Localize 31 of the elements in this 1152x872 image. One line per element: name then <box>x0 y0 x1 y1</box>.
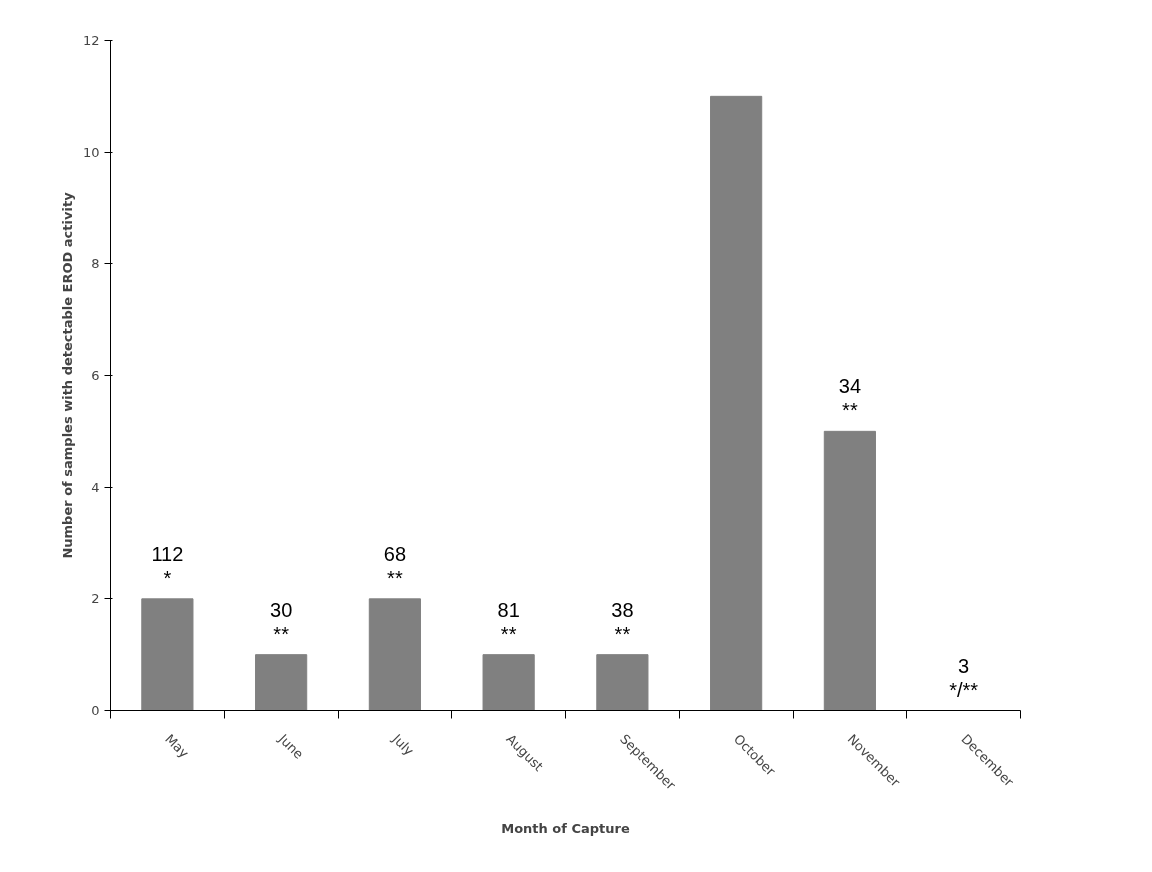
annotation: 38 <box>611 598 634 621</box>
y-tick-label: 0 <box>91 703 100 718</box>
annotation: ** <box>614 622 631 645</box>
bar <box>823 430 876 711</box>
y-tick-label: 6 <box>91 368 100 383</box>
annotation: * <box>163 566 172 589</box>
annotation: 3 <box>958 654 970 677</box>
x-axis-title: Month of Capture <box>501 820 630 836</box>
bar <box>596 654 649 711</box>
annotation: 81 <box>497 598 520 621</box>
annotation: 68 <box>383 542 406 565</box>
annotation: */** <box>949 678 979 701</box>
x-tick-label: July <box>388 730 417 759</box>
bar <box>255 654 308 711</box>
bar <box>368 598 421 711</box>
bar <box>141 598 194 711</box>
annotation: ** <box>387 566 403 589</box>
annotation: 112 <box>151 542 184 565</box>
bar <box>482 654 535 711</box>
y-tick-label: 10 <box>82 144 100 160</box>
annotation: ** <box>273 622 290 645</box>
y-tick-label: 12 <box>82 33 100 48</box>
annotation: 30 <box>270 598 293 621</box>
bar <box>710 95 763 711</box>
y-tick-label: 2 <box>91 591 100 607</box>
y-tick-label: 4 <box>91 479 100 495</box>
y-axis-title: Number of samples with detectable EROD activity <box>59 191 75 559</box>
annotation: 34 <box>838 375 861 398</box>
y-tick-label: 8 <box>91 256 100 272</box>
annotation: ** <box>500 622 517 645</box>
annotation: ** <box>842 399 858 422</box>
